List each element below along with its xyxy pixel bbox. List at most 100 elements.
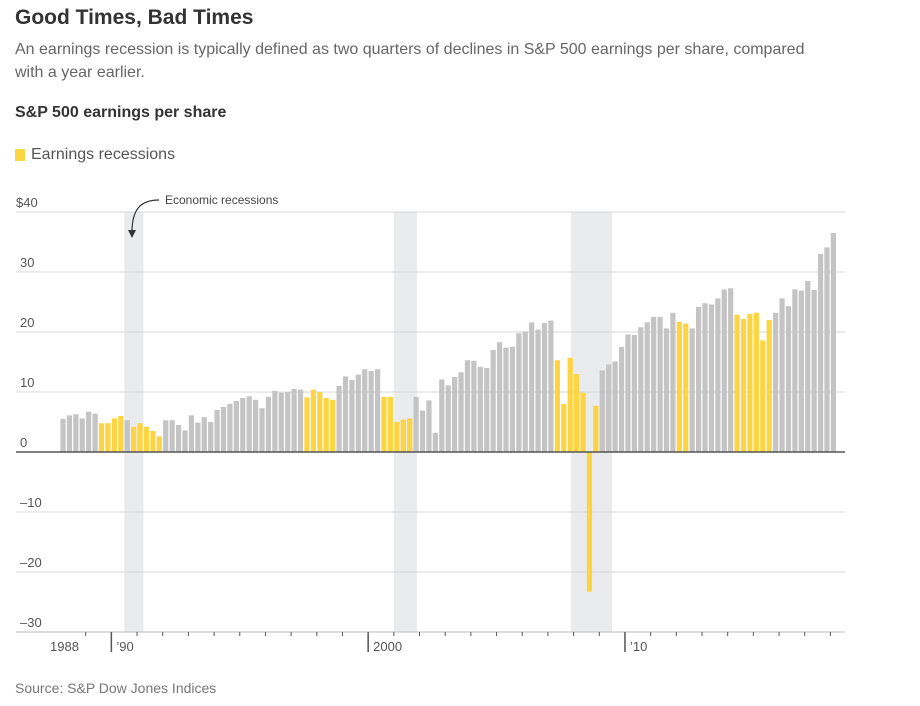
bar [721, 289, 727, 452]
bar [574, 374, 580, 452]
bar [240, 398, 246, 452]
bar [676, 321, 682, 452]
bar [208, 422, 214, 452]
bar [458, 372, 464, 452]
bar [638, 327, 644, 452]
bar [400, 419, 406, 452]
bar [156, 436, 162, 452]
bar [625, 334, 631, 452]
bar [439, 379, 445, 452]
bar [195, 422, 201, 452]
bar [317, 392, 323, 452]
bar [175, 425, 182, 452]
bar [246, 396, 252, 452]
bar [105, 423, 111, 452]
page-title: Good Times, Bad Times [15, 6, 254, 29]
bar [265, 396, 272, 452]
y-tick-label: 10 [20, 375, 34, 390]
bar [663, 328, 670, 452]
bar [60, 419, 66, 452]
bar [496, 342, 503, 452]
bar [330, 399, 336, 452]
bar [464, 360, 471, 452]
bar [407, 418, 413, 452]
source-note: Source: S&P Dow Jones Indices [15, 680, 217, 696]
bar [253, 399, 259, 452]
bar [695, 306, 702, 452]
bar [381, 396, 387, 452]
bar [773, 312, 779, 452]
subtitle: An earnings recession is typically defin… [15, 41, 805, 81]
x-tick-label: 1988 [50, 639, 79, 654]
bar [708, 304, 715, 452]
bar [214, 410, 220, 452]
bar [689, 328, 695, 452]
bar [516, 333, 522, 452]
bar [503, 347, 509, 452]
bar [188, 415, 195, 452]
bar [426, 400, 432, 452]
bar [310, 389, 316, 452]
bar [182, 430, 188, 452]
bar [548, 320, 554, 452]
bar [766, 320, 772, 452]
bar [586, 452, 593, 592]
x-tick-label: ’10 [630, 639, 647, 654]
bar [452, 377, 458, 452]
x-tick-label: ’90 [116, 639, 133, 654]
bar [599, 370, 605, 452]
bar [445, 385, 451, 452]
bar [606, 364, 612, 452]
bar [760, 340, 766, 452]
bar [535, 329, 541, 452]
bar [323, 398, 329, 452]
bar [124, 420, 130, 452]
bar [522, 331, 528, 452]
bar [131, 426, 137, 452]
bar [580, 392, 586, 452]
bar [612, 361, 618, 452]
bar [541, 323, 548, 452]
bar [387, 396, 394, 452]
y-tick-label: 30 [20, 255, 34, 270]
bar [368, 371, 374, 452]
bar [785, 306, 792, 452]
bar [342, 376, 349, 452]
bar [753, 312, 759, 452]
bar [297, 389, 304, 452]
bar [798, 290, 804, 452]
bar [811, 290, 817, 452]
bar [471, 360, 477, 452]
legend-label: Earnings recessions [31, 146, 176, 163]
bar [111, 418, 117, 452]
bar [529, 322, 535, 452]
bar [419, 410, 426, 452]
bar [477, 366, 483, 452]
bar [150, 431, 156, 452]
bar [285, 392, 291, 452]
bar [201, 417, 207, 452]
y-tick-label: 20 [20, 315, 34, 330]
economic-recession-band [124, 212, 144, 632]
bar [824, 247, 830, 452]
bar [259, 408, 265, 452]
bar [792, 289, 798, 452]
bar [657, 317, 663, 452]
bar [92, 413, 98, 452]
bar [79, 418, 85, 452]
y-tick-label: $40 [16, 195, 38, 210]
y-tick-label: –30 [20, 615, 42, 630]
annotation-arrow [131, 199, 160, 233]
bar [413, 396, 419, 452]
bar [355, 374, 361, 452]
y-tick-label: –10 [20, 495, 42, 510]
bar [118, 416, 124, 452]
bar [220, 407, 227, 452]
bar [644, 322, 650, 452]
bar [509, 347, 516, 452]
bar [817, 254, 824, 452]
bar [66, 415, 73, 452]
bar [278, 392, 284, 452]
bar [349, 380, 355, 452]
